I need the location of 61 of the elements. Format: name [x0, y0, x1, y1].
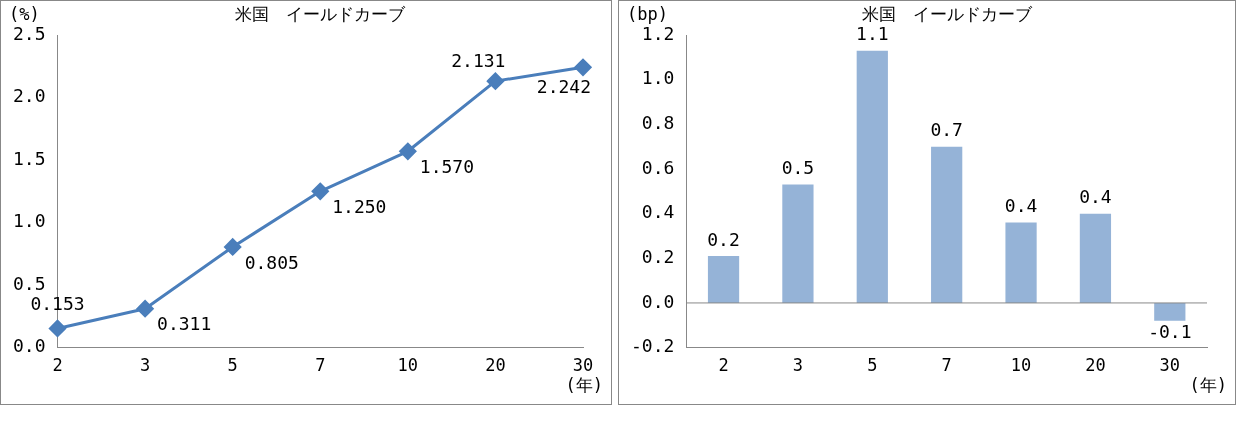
data-label: 0.4 [1079, 186, 1112, 208]
point [49, 319, 67, 337]
x-tick-label: 30 [1159, 355, 1181, 376]
chart-title: 米国 イールドカーブ [235, 3, 407, 24]
data-label: -0.1 [1148, 321, 1192, 343]
data-label: 0.311 [157, 313, 212, 335]
y-tick-label: 1.0 [13, 210, 46, 232]
x-tick-label: 5 [867, 355, 878, 376]
y-tick-label: 0.5 [13, 272, 46, 294]
point [574, 58, 592, 76]
x-tick-label: 3 [792, 355, 804, 376]
data-label: 2.242 [536, 75, 591, 97]
y-tick-label: 0.0 [641, 290, 675, 312]
data-label: 2.131 [451, 49, 506, 71]
x-tick-label: 5 [227, 355, 238, 376]
bar [931, 146, 963, 303]
point [136, 300, 154, 318]
x-tick-label: 10 [1010, 355, 1032, 376]
point [224, 238, 242, 256]
bar [1005, 222, 1037, 303]
y-tick-label: 0.4 [641, 201, 675, 223]
x-tick-label: 7 [315, 355, 326, 376]
x-tick-label: 30 [572, 355, 594, 376]
y-axis-title: (bp) [627, 3, 668, 24]
y-tick-label: 2.0 [13, 85, 46, 107]
y-tick-label: 0.2 [641, 245, 675, 267]
point [311, 182, 329, 200]
data-label: 1.570 [419, 155, 475, 177]
bar [782, 184, 814, 303]
point [399, 142, 417, 160]
x-tick-label: 20 [1085, 355, 1106, 376]
data-label: 1.250 [332, 195, 387, 217]
x-axis-title: (年) [565, 374, 603, 395]
y-tick-label: 2.5 [13, 22, 46, 44]
x-tick-label: 7 [941, 355, 952, 376]
y-tick-label: 1.5 [13, 147, 46, 169]
point [486, 72, 504, 90]
x-tick-label: 10 [397, 355, 419, 376]
x-tick-label: 2 [718, 355, 729, 376]
data-label: 0.153 [30, 293, 85, 315]
data-label: 0.2 [707, 228, 740, 250]
bar [856, 50, 888, 303]
y-tick-label: -0.2 [630, 335, 675, 357]
x-tick-label: 3 [139, 355, 151, 376]
y-axis-title: (%) [9, 3, 40, 24]
x-axis-title: (年) [1189, 374, 1227, 395]
data-label: 0.805 [244, 251, 299, 273]
data-label: 0.5 [781, 157, 815, 179]
data-label: 0.7 [930, 119, 963, 141]
y-tick-label: 0.0 [13, 335, 46, 357]
y-tick-label: 1.0 [641, 67, 675, 89]
bar [1079, 213, 1112, 303]
x-tick-label: 2 [52, 355, 63, 376]
data-label: 1.1 [856, 23, 889, 45]
y-tick-label: 0.6 [641, 156, 675, 178]
x-tick-label: 20 [485, 355, 506, 376]
bar [707, 256, 740, 303]
data-label: 0.4 [1004, 195, 1038, 217]
bar [1154, 302, 1186, 321]
y-tick-label: 0.8 [641, 111, 675, 133]
chart-title: 米国 イールドカーブ [861, 3, 1033, 24]
